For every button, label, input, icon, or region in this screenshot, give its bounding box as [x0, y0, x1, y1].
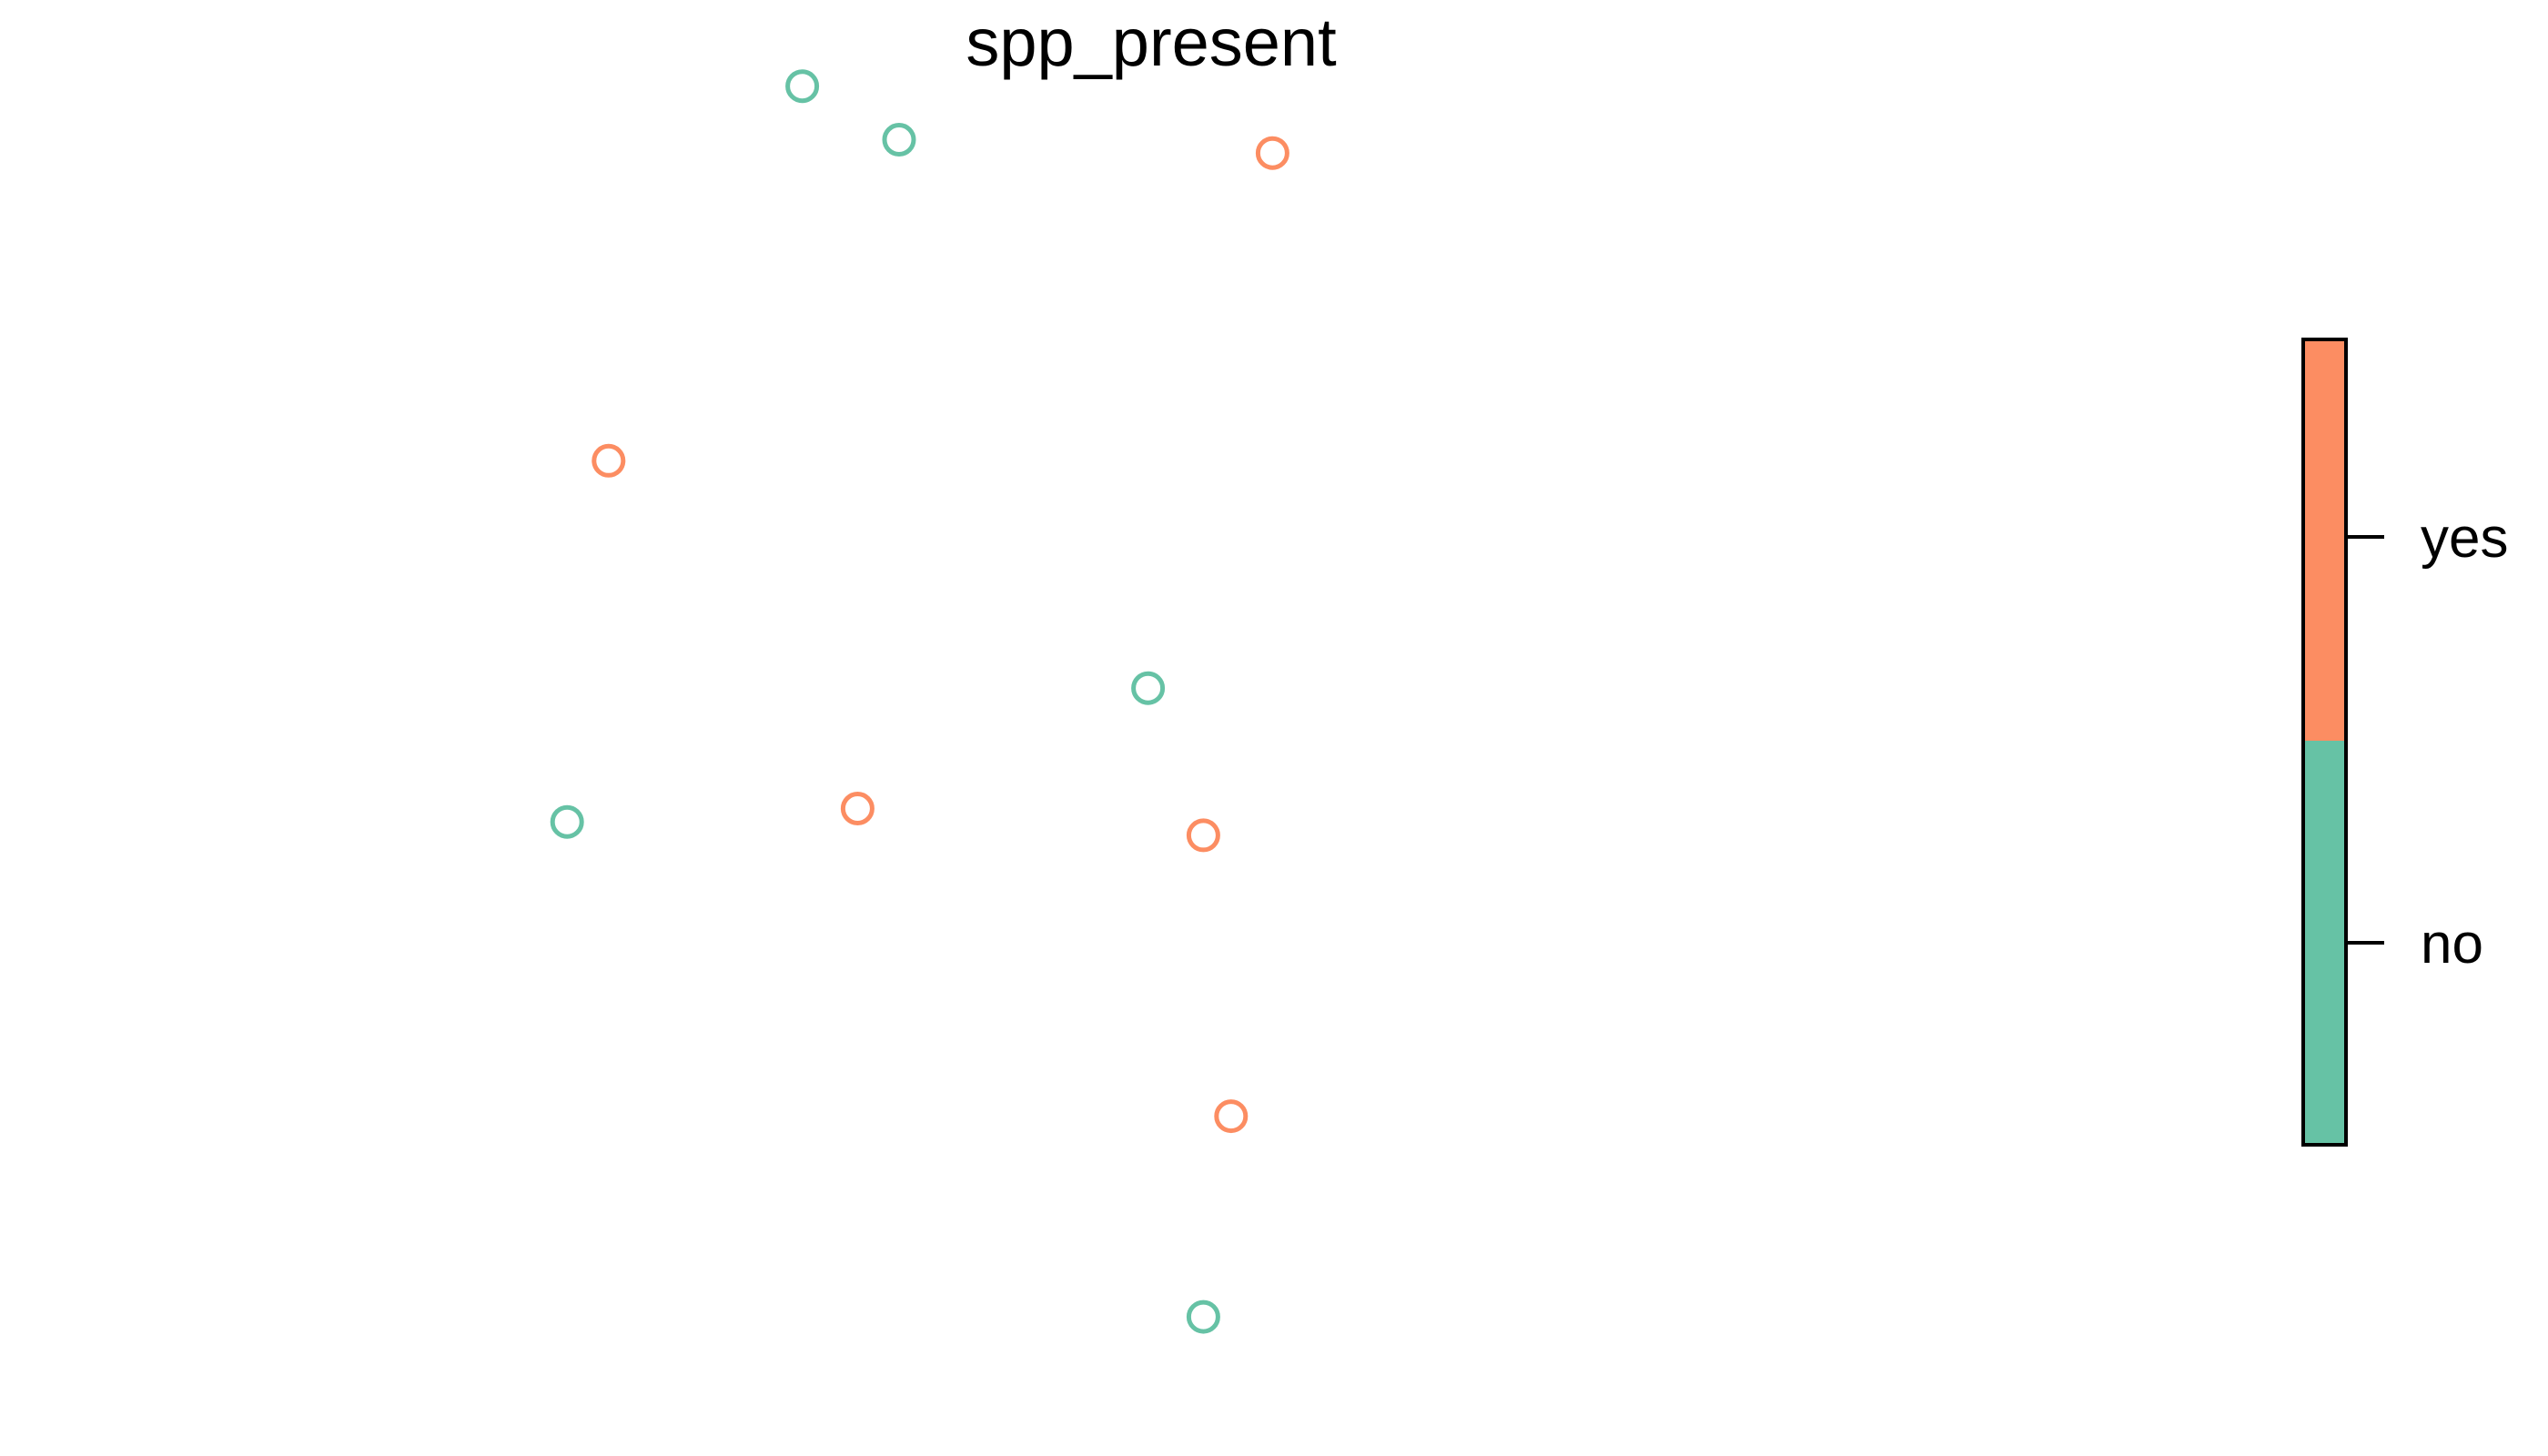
data-point-no-6: [550, 804, 584, 839]
data-point-yes-4: [592, 443, 626, 478]
legend-bar-border: [2301, 338, 2348, 1147]
legend: yes no: [2301, 338, 2508, 1147]
legend-label-yes: yes: [2421, 507, 2508, 570]
data-point-yes-9: [1214, 1099, 1249, 1134]
data-point-yes-3: [1255, 136, 1289, 170]
data-point-yes-7: [840, 792, 875, 825]
data-point-yes-8: [1186, 818, 1220, 853]
chart-title: spp_present: [966, 5, 1337, 80]
legend-color-segment-yes: [2303, 339, 2346, 741]
points-layer: [550, 69, 1289, 1334]
data-point-no-10: [1186, 1299, 1220, 1334]
data-point-no-2: [882, 123, 916, 157]
data-point-no-5: [1131, 671, 1166, 705]
data-point-no-1: [785, 69, 820, 104]
legend-color-segment-no: [2303, 741, 2346, 1145]
legend-label-no: no: [2421, 913, 2483, 976]
